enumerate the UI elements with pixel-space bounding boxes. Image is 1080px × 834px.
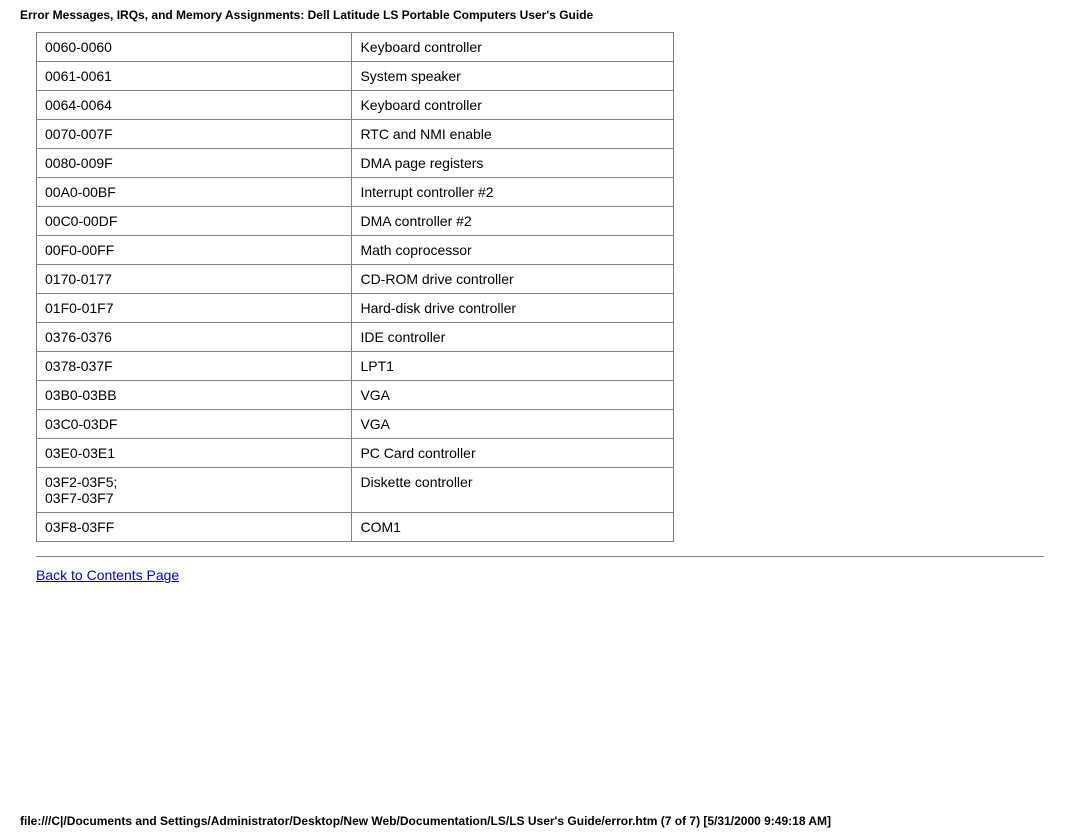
table-row: 00C0-00DFDMA controller #2 (37, 207, 674, 236)
description-cell: RTC and NMI enable (352, 120, 674, 149)
address-cell: 00F0-00FF (37, 236, 352, 265)
content-area: 0060-0060Keyboard controller0061-0061Sys… (0, 32, 1080, 585)
description-cell: Keyboard controller (352, 33, 674, 62)
table-row: 03F8-03FFCOM1 (37, 513, 674, 542)
description-cell: COM1 (352, 513, 674, 542)
io-map-tbody: 0060-0060Keyboard controller0061-0061Sys… (37, 33, 674, 542)
address-cell: 0070-007F (37, 120, 352, 149)
address-cell: 0376-0376 (37, 323, 352, 352)
description-cell: Hard-disk drive controller (352, 294, 674, 323)
description-cell: DMA controller #2 (352, 207, 674, 236)
table-row: 0170-0177CD-ROM drive controller (37, 265, 674, 294)
page-header: Error Messages, IRQs, and Memory Assignm… (0, 0, 1080, 26)
description-cell: VGA (352, 410, 674, 439)
table-row: 00F0-00FFMath coprocessor (37, 236, 674, 265)
address-cell: 03F2-03F5;03F7-03F7 (37, 468, 352, 513)
table-row: 0061-0061System speaker (37, 62, 674, 91)
address-cell: 0080-009F (37, 149, 352, 178)
description-cell: CD-ROM drive controller (352, 265, 674, 294)
address-cell: 03F8-03FF (37, 513, 352, 542)
description-cell: DMA page registers (352, 149, 674, 178)
description-cell: IDE controller (352, 323, 674, 352)
page-footer: file:///C|/Documents and Settings/Admini… (20, 814, 831, 828)
address-cell: 03E0-03E1 (37, 439, 352, 468)
io-map-table: 0060-0060Keyboard controller0061-0061Sys… (36, 32, 674, 542)
description-cell: Keyboard controller (352, 91, 674, 120)
address-cell: 0170-0177 (37, 265, 352, 294)
address-cell: 00C0-00DF (37, 207, 352, 236)
address-cell: 0060-0060 (37, 33, 352, 62)
separator-rule (36, 556, 1044, 557)
description-cell: Diskette controller (352, 468, 674, 513)
table-row: 01F0-01F7Hard-disk drive controller (37, 294, 674, 323)
table-row: 0080-009FDMA page registers (37, 149, 674, 178)
table-row: 03F2-03F5;03F7-03F7Diskette controller (37, 468, 674, 513)
table-row: 03C0-03DFVGA (37, 410, 674, 439)
address-cell: 0064-0064 (37, 91, 352, 120)
description-cell: VGA (352, 381, 674, 410)
description-cell: LPT1 (352, 352, 674, 381)
back-to-contents-link[interactable]: Back to Contents Page (36, 567, 179, 583)
table-row: 0378-037FLPT1 (37, 352, 674, 381)
table-row: 00A0-00BFInterrupt controller #2 (37, 178, 674, 207)
address-cell: 03C0-03DF (37, 410, 352, 439)
address-cell: 0061-0061 (37, 62, 352, 91)
address-cell: 01F0-01F7 (37, 294, 352, 323)
table-row: 0376-0376IDE controller (37, 323, 674, 352)
description-cell: System speaker (352, 62, 674, 91)
table-row: 0060-0060Keyboard controller (37, 33, 674, 62)
address-cell: 00A0-00BF (37, 178, 352, 207)
address-cell: 0378-037F (37, 352, 352, 381)
table-row: 03E0-03E1PC Card controller (37, 439, 674, 468)
description-cell: PC Card controller (352, 439, 674, 468)
table-row: 0064-0064Keyboard controller (37, 91, 674, 120)
table-row: 0070-007FRTC and NMI enable (37, 120, 674, 149)
address-cell: 03B0-03BB (37, 381, 352, 410)
description-cell: Interrupt controller #2 (352, 178, 674, 207)
table-row: 03B0-03BBVGA (37, 381, 674, 410)
description-cell: Math coprocessor (352, 236, 674, 265)
